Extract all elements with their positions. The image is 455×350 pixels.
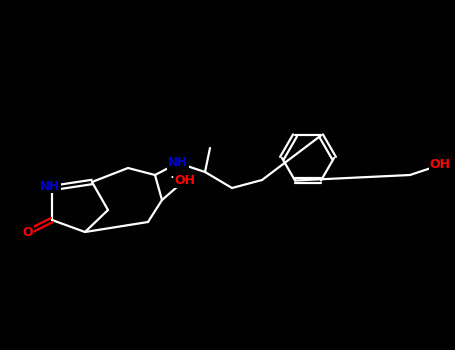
Text: OH: OH [430, 159, 450, 172]
Text: ·: · [170, 172, 174, 187]
Text: O: O [23, 225, 33, 238]
Text: NH: NH [40, 180, 60, 193]
Text: NH: NH [168, 156, 188, 169]
Text: OH: OH [175, 174, 196, 187]
